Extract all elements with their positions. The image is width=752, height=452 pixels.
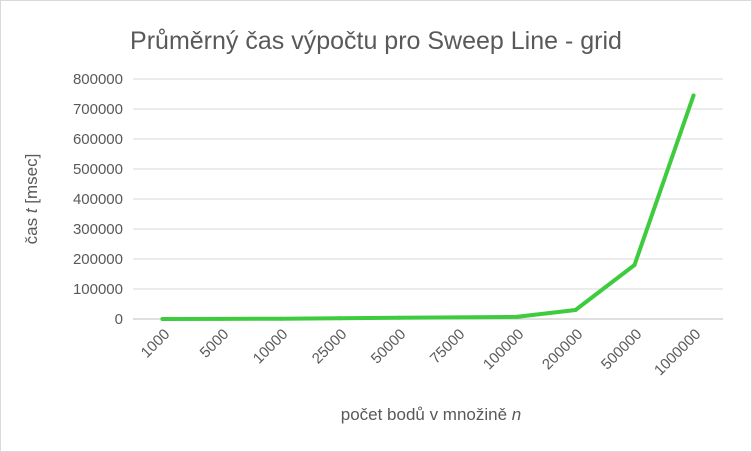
x-tick-label: 200000 (539, 326, 586, 373)
x-tick-label: 1000 (138, 326, 174, 362)
data-point (632, 263, 637, 267)
y-tick-label: 200000 (73, 251, 123, 268)
x-tick-label: 10000 (250, 326, 292, 368)
data-point (278, 316, 283, 321)
chart-title: Průměrný čas výpočtu pro Sweep Line - gr… (130, 27, 622, 55)
x-tick-label: 50000 (368, 326, 410, 368)
y-tick-label: 500000 (73, 161, 123, 178)
data-point (337, 316, 342, 321)
y-tick-label: 100000 (73, 281, 123, 298)
y-tick-label: 800000 (73, 71, 123, 88)
y-tick-label: 300000 (73, 221, 123, 238)
gridlines (133, 78, 723, 320)
x-tick-label: 25000 (309, 326, 351, 368)
series-line-0 (160, 93, 696, 321)
y-tick-label: 0 (115, 311, 123, 328)
y-axis-label-variable: t (22, 207, 41, 213)
y-tick-label: 600000 (73, 131, 123, 148)
y-axis-label-prefix: čas (22, 213, 41, 244)
series-group (160, 93, 696, 321)
data-point (396, 315, 401, 320)
y-axis-label-suffix: [msec] (22, 154, 41, 209)
x-tick-label: 75000 (427, 326, 469, 368)
y-tick-labels: 0 100000 200000 300000 400000 500000 600000 700… (73, 71, 123, 328)
data-point (691, 93, 696, 98)
x-tick-label: 500000 (598, 326, 645, 373)
x-axis-label-prefix: počet bodů v množině (341, 405, 512, 424)
x-axis-label: počet bodů v množině n (341, 405, 522, 424)
x-tick-label: 1000000 (651, 326, 704, 379)
data-point (573, 308, 578, 312)
x-tick-labels: 1000 5000 10000 25000 50000 75000 100000 200000… (138, 326, 705, 379)
data-point (160, 316, 165, 321)
data-point (455, 315, 460, 320)
y-tick-label: 400000 (73, 191, 123, 208)
x-tick-label: 5000 (197, 326, 233, 362)
x-tick-label: 100000 (480, 326, 527, 373)
data-point (514, 314, 519, 319)
x-axis-label-variable: n (512, 405, 521, 424)
y-axis-label: čas t [msec] (22, 154, 41, 245)
data-point (219, 316, 224, 321)
y-tick-label: 700000 (73, 101, 123, 118)
